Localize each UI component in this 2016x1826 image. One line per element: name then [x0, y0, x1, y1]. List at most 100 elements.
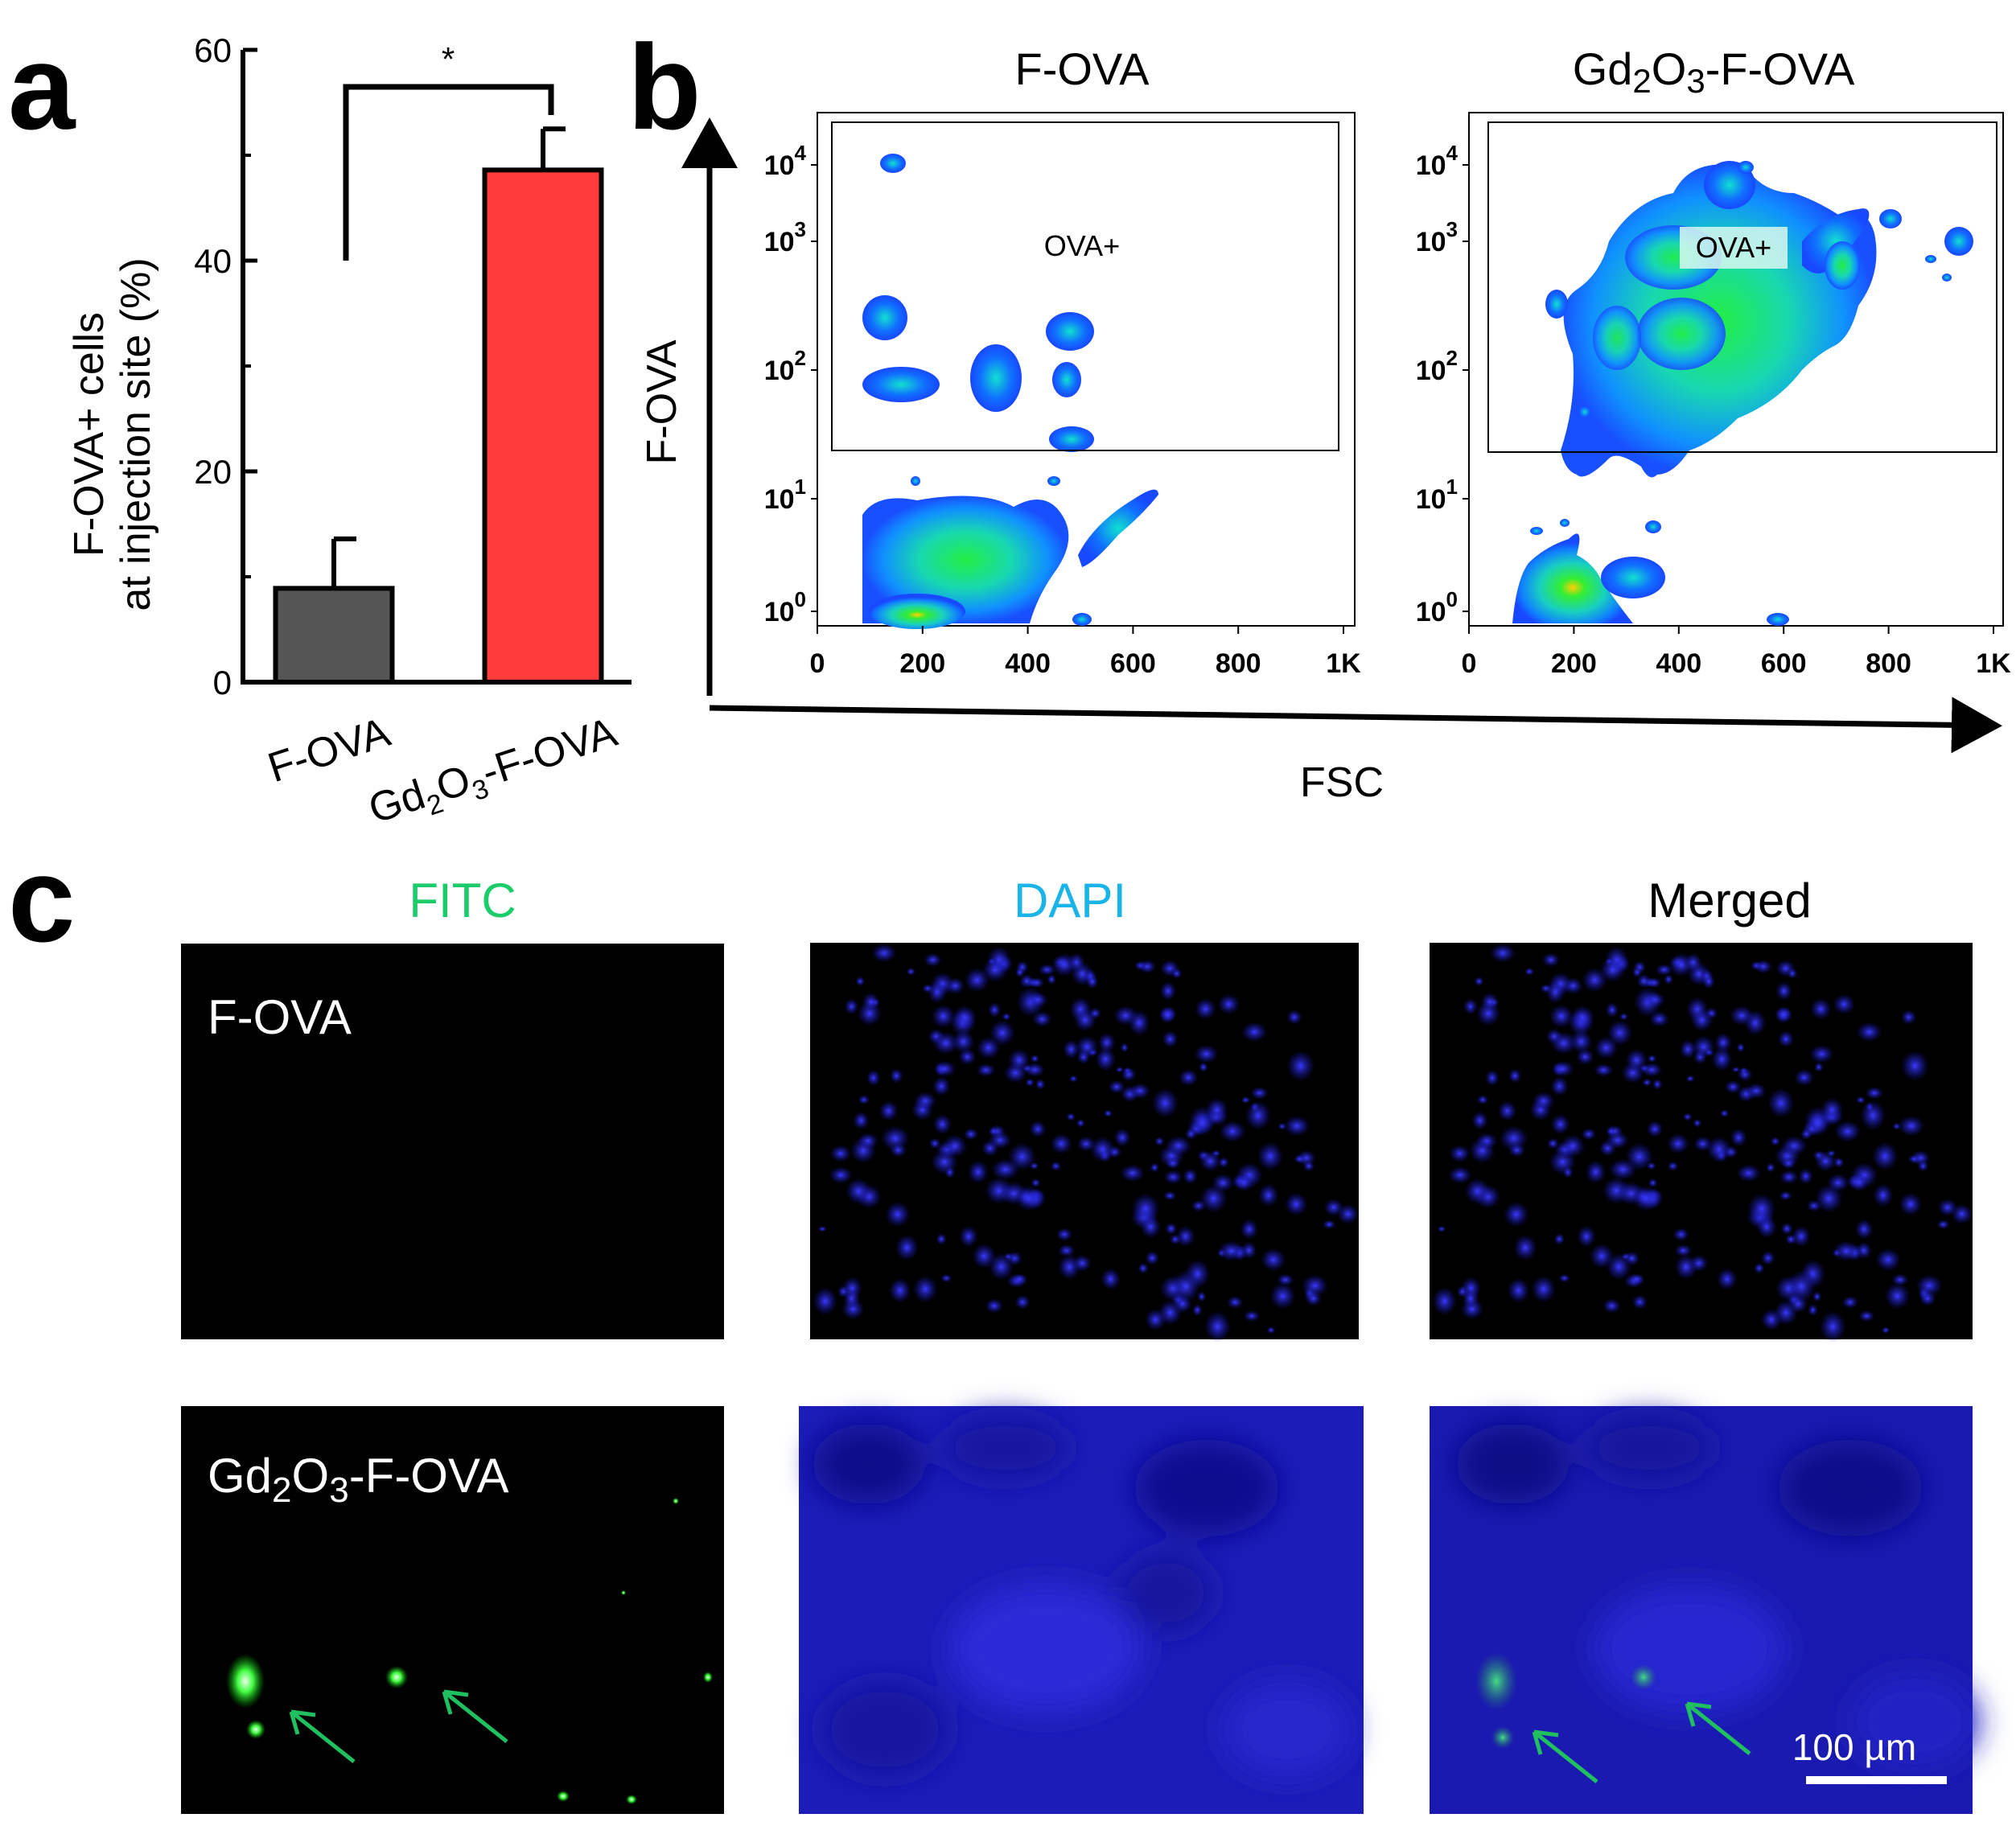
dark-region	[821, 1681, 949, 1778]
nucleus	[952, 1030, 975, 1054]
nucleus	[1474, 976, 1484, 987]
density-blob	[1078, 489, 1158, 567]
image-dapi-gd2o3-f-ova	[799, 1406, 1364, 1814]
column-title-dapi: DAPI	[1014, 874, 1126, 927]
nucleus	[933, 1060, 957, 1077]
nucleus	[1833, 1240, 1861, 1262]
nucleus	[932, 1031, 959, 1055]
nucleus	[1158, 1006, 1176, 1024]
nucleus	[1205, 1097, 1228, 1122]
nucleus	[1808, 1303, 1818, 1317]
density-blob	[1637, 298, 1726, 370]
nucleus	[1476, 1094, 1489, 1105]
nucleus	[1664, 973, 1674, 985]
nucleus	[1737, 1067, 1753, 1082]
bright-region	[1223, 1681, 1352, 1778]
nucleus	[1203, 1310, 1232, 1343]
panel-label-c: c	[8, 832, 75, 967]
nucleus	[1821, 1097, 1844, 1122]
micrograph	[181, 944, 724, 1339]
nucleus	[1730, 1128, 1747, 1147]
density-blob	[862, 295, 907, 340]
nucleus	[1667, 1133, 1689, 1154]
nucleus	[1628, 1273, 1645, 1285]
x-tick-label: 0	[1462, 648, 1477, 679]
nucleus	[1006, 1251, 1022, 1266]
nucleus	[1813, 1062, 1824, 1072]
arrow-head	[442, 1689, 469, 1715]
nucleus	[1284, 1192, 1308, 1216]
nucleus	[1858, 1310, 1875, 1322]
density-blob	[1601, 557, 1665, 598]
nucleus	[1145, 1308, 1166, 1331]
density-blob	[1545, 290, 1568, 319]
y-tick-label: 102	[1416, 346, 1458, 386]
nucleus	[1806, 1112, 1829, 1135]
arrow-head	[1685, 1701, 1712, 1727]
nucleus	[1047, 973, 1057, 985]
bar-chart: F-OVA+ cells at injection site (%) 0 20 40…	[66, 31, 632, 833]
density-blob	[970, 344, 1022, 412]
nucleus	[1266, 1326, 1276, 1335]
nucleus	[914, 1092, 937, 1110]
nucleus	[1646, 1120, 1664, 1138]
density-blob	[1645, 520, 1661, 533]
dapi-nuclei	[1432, 944, 1973, 1343]
nucleus	[1432, 1286, 1457, 1316]
fitc-spot	[246, 1720, 265, 1739]
nucleus	[1690, 1008, 1714, 1032]
nucleus	[1915, 1274, 1943, 1297]
nucleus	[1767, 1088, 1795, 1119]
bright-region	[1850, 1673, 1979, 1770]
nucleus	[1121, 1067, 1137, 1082]
nucleus	[1642, 1078, 1652, 1087]
nucleus	[1689, 1254, 1709, 1273]
nucleus	[1163, 1170, 1183, 1185]
nucleus	[1131, 1193, 1160, 1224]
nucleus	[1175, 1225, 1195, 1248]
y-axis-label-line1: F-OVA+ cells	[66, 312, 113, 557]
nucleus	[940, 1273, 952, 1283]
nucleus	[1169, 1233, 1182, 1245]
x-tick-label: 600	[1110, 648, 1156, 679]
density-blob	[1560, 519, 1570, 527]
nucleus	[862, 992, 880, 1011]
merged-spot	[1475, 1652, 1517, 1710]
nucleus	[1875, 1248, 1901, 1272]
nucleus	[855, 976, 866, 987]
x-arrow	[709, 697, 2002, 754]
nucleus	[1899, 1192, 1923, 1216]
bar-1	[482, 167, 604, 685]
nucleus	[1257, 1141, 1284, 1171]
nucleus	[1035, 1078, 1046, 1090]
nucleus	[1731, 1066, 1740, 1073]
nucleus	[932, 1076, 951, 1096]
nucleus	[1513, 1234, 1537, 1261]
image-row-label-gd2o3-f-ova: Gd2O3-F-OVA	[208, 1449, 509, 1510]
nucleus	[1582, 967, 1608, 993]
nucleus	[1507, 1277, 1530, 1304]
nucleus	[1057, 1244, 1076, 1257]
dapi-nuclei	[813, 944, 1360, 1343]
nucleus	[1754, 1262, 1765, 1274]
nucleus	[1550, 1113, 1570, 1135]
nucleus	[1301, 1274, 1329, 1297]
nucleus	[936, 1233, 947, 1245]
nucleus	[1183, 1168, 1198, 1185]
nucleus	[1234, 1173, 1254, 1192]
nucleus	[1245, 1100, 1272, 1131]
nucleus	[1277, 1122, 1287, 1130]
nucleus	[866, 1069, 881, 1087]
nucleus	[1646, 1162, 1656, 1170]
nucleus	[1199, 1150, 1221, 1172]
density-blob	[1825, 241, 1860, 290]
y-tick-label: 104	[1416, 141, 1459, 181]
merged-spot	[1491, 1726, 1514, 1749]
image-row-label-f-ova: F-OVA	[208, 990, 352, 1044]
nucleus	[1809, 1044, 1834, 1063]
y-tick-label: 103	[1416, 217, 1458, 257]
nucleus	[1775, 1006, 1792, 1024]
nucleus	[1150, 1162, 1160, 1173]
nucleus	[1007, 1142, 1037, 1171]
nucleus	[1293, 1154, 1306, 1164]
